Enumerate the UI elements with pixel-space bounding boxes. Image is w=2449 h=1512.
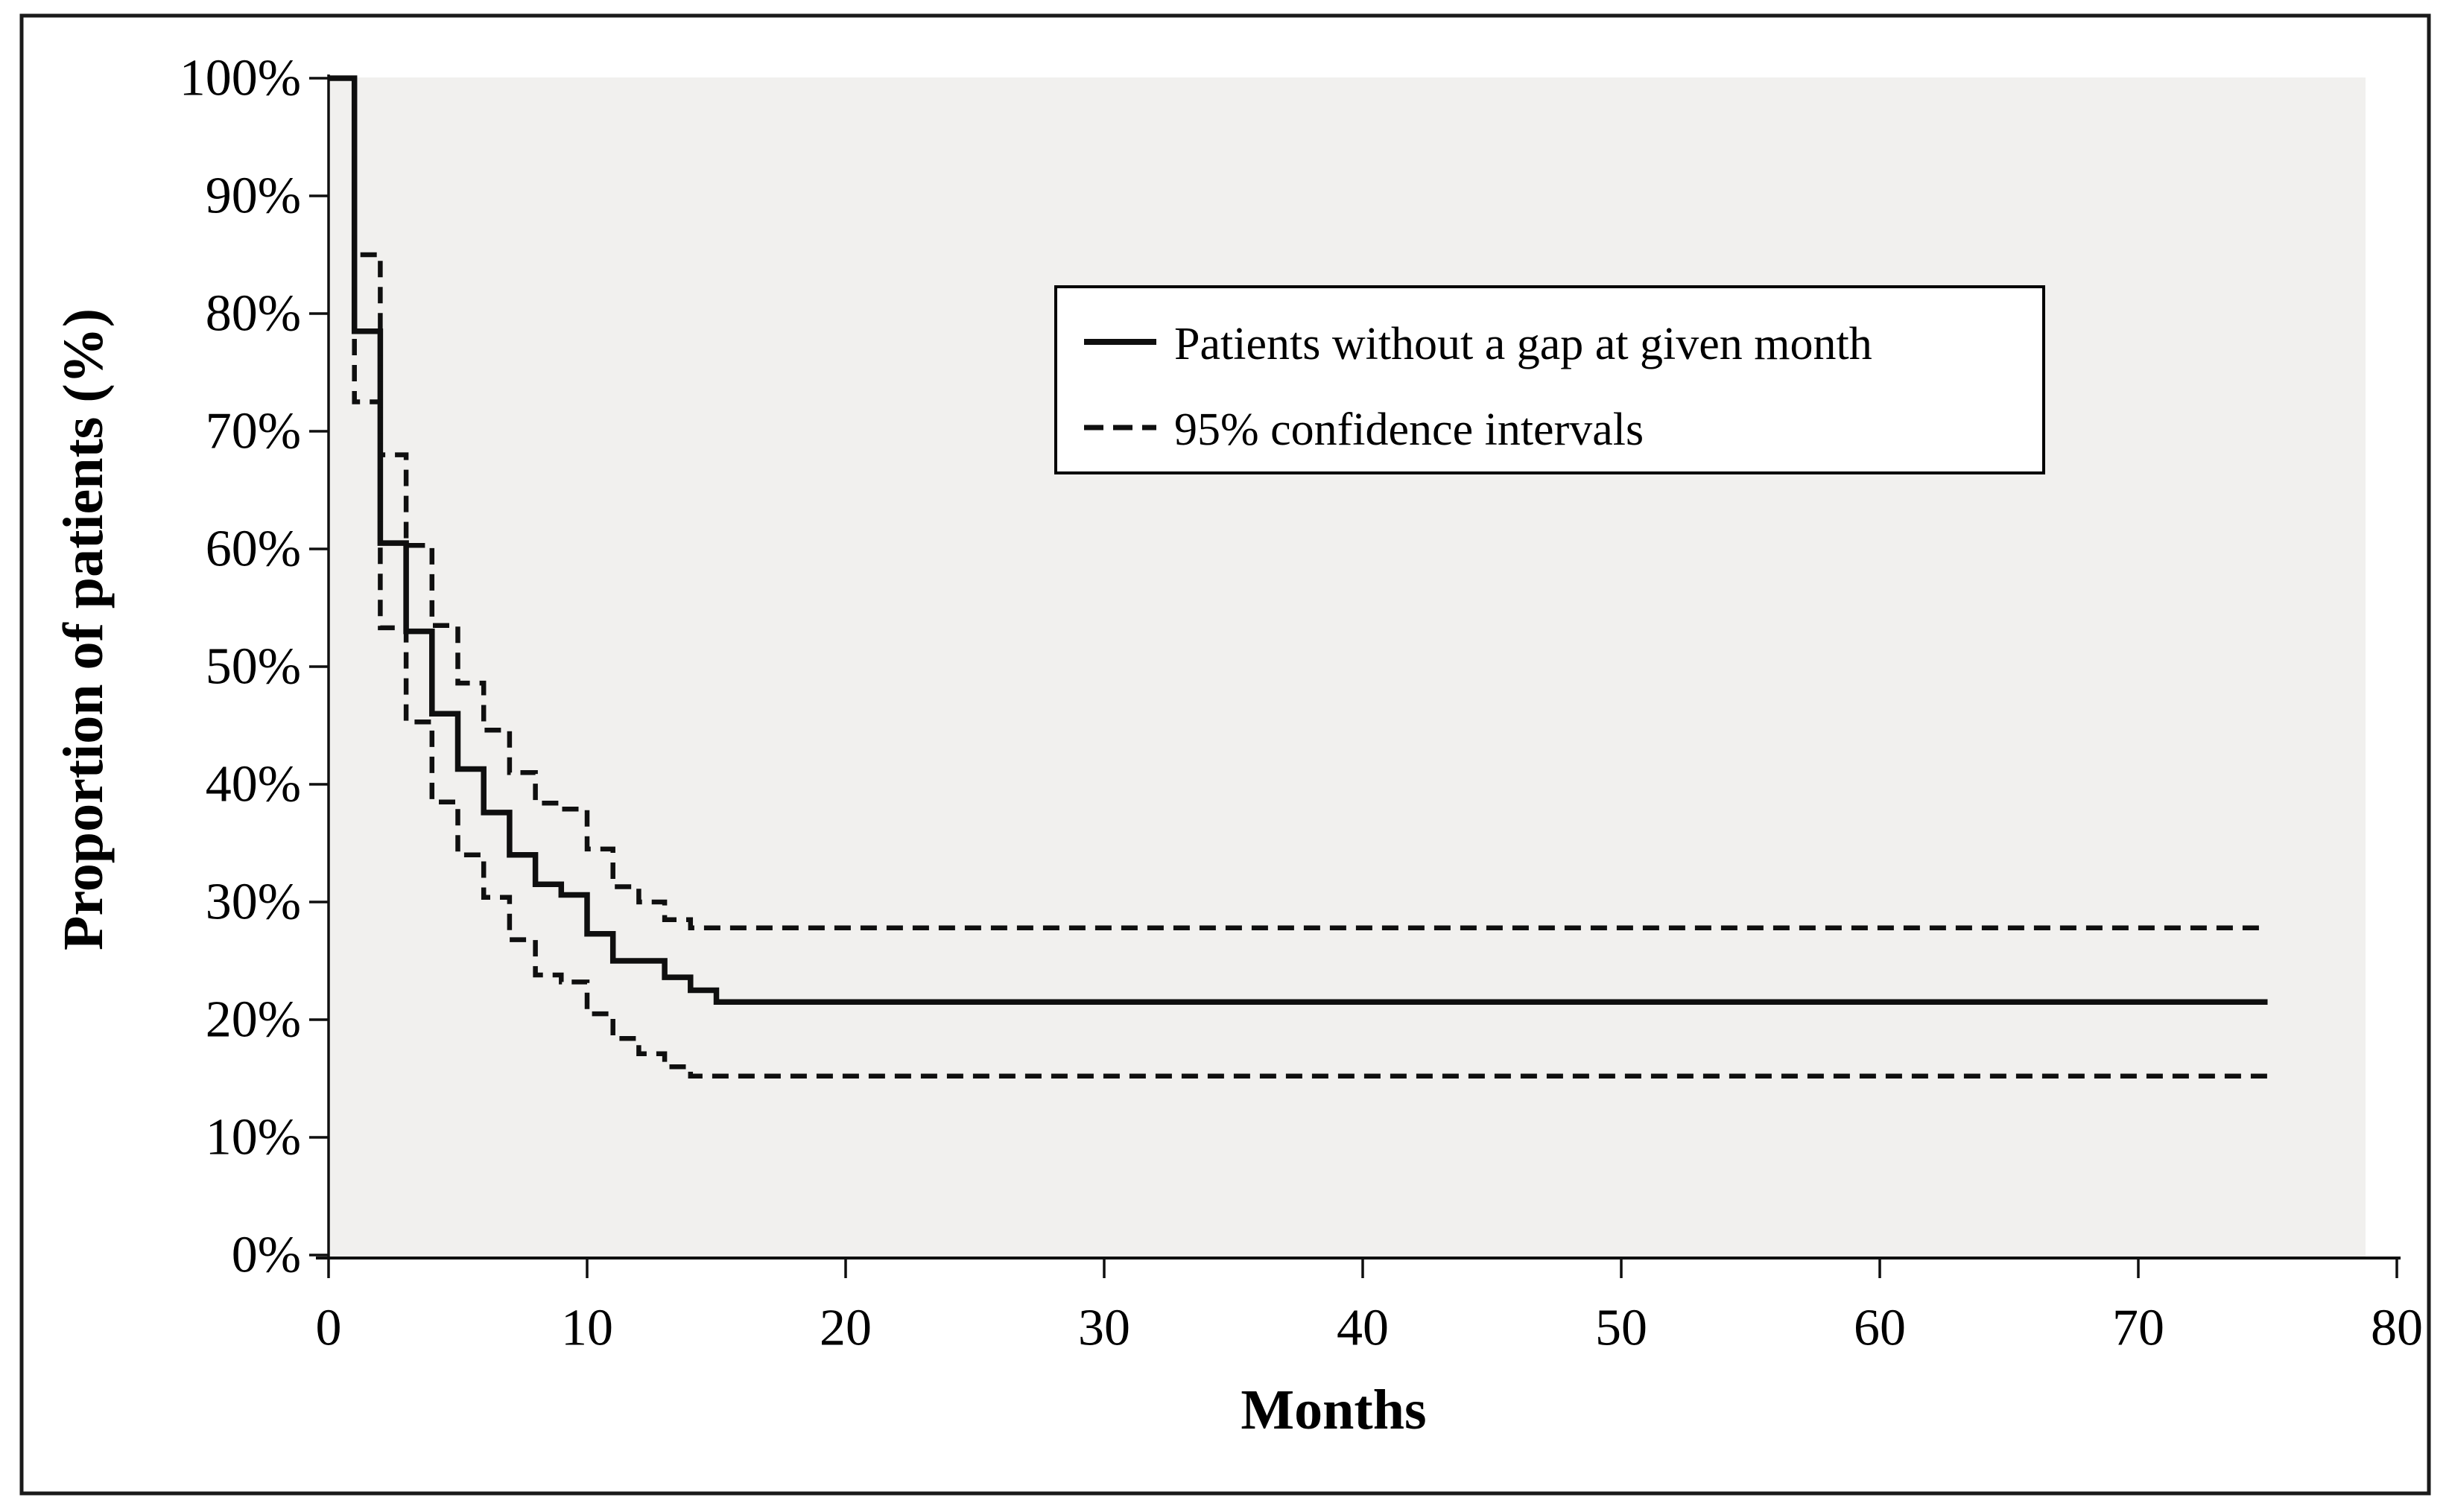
y-axis-ticks (309, 77, 328, 1257)
figure-border (19, 13, 2431, 1496)
x-axis-tick-labels: 0 10 20 30 40 50 60 70 80 (316, 1300, 2424, 1357)
x-tick-label-0: 0 (316, 1300, 342, 1357)
y-tick-label-60: 60% (206, 521, 301, 578)
x-tick-label-40: 40 (1337, 1300, 1389, 1357)
legend-label-ci: 95% confidence intervals (1174, 404, 1644, 455)
plot-area (330, 77, 2366, 1257)
x-tick-label-60: 60 (1854, 1300, 1906, 1357)
y-tick-label-20: 20% (206, 991, 301, 1049)
ci-upper-curve (352, 78, 2268, 931)
y-tick-label-30: 30% (206, 874, 301, 931)
y-tick-label-0: 0% (232, 1227, 301, 1284)
y-tick-label-50: 50% (206, 638, 301, 696)
x-axis-title: Months (1241, 1379, 1426, 1441)
x-axis-ticks (327, 1260, 2398, 1278)
y-tick-label-40: 40% (206, 756, 301, 813)
y-axis-title: Proportion of patients (%) (52, 308, 115, 950)
y-tick-label-100: 100% (180, 50, 301, 107)
legend-label-patients: Patients without a gap at given month (1174, 319, 1872, 369)
km-curve (329, 75, 2268, 1006)
x-tick-label-10: 10 (561, 1300, 613, 1357)
x-tick-label-20: 20 (820, 1300, 872, 1357)
y-tick-label-80: 80% (206, 285, 301, 343)
y-tick-label-90: 90% (206, 168, 301, 225)
y-tick-label-10: 10% (206, 1109, 301, 1166)
y-tick-label-70: 70% (206, 403, 301, 460)
legend-box: Patients without a gap at given month 95… (1054, 285, 2045, 474)
x-tick-label-70: 70 (2112, 1300, 2164, 1357)
series-group (329, 75, 2268, 1079)
legend-frame (1054, 285, 2045, 474)
x-tick-label-80: 80 (2371, 1300, 2423, 1357)
x-tick-label-30: 30 (1078, 1300, 1130, 1357)
y-axis-tick-labels: 0% 10% 20% 30% 40% 50% 60% 70% 80% 90% 100% (180, 50, 301, 1284)
x-tick-label-50: 50 (1595, 1300, 1647, 1357)
ci-lower-curve (352, 78, 2268, 1079)
